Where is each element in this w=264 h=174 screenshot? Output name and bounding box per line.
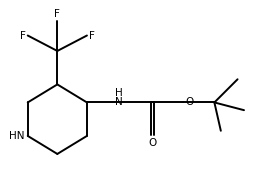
Text: F: F — [20, 30, 26, 41]
Text: F: F — [54, 9, 60, 19]
Text: N: N — [115, 97, 123, 108]
Text: H: H — [115, 88, 123, 98]
Text: O: O — [148, 138, 157, 148]
Text: HN: HN — [9, 131, 25, 141]
Text: O: O — [186, 97, 194, 108]
Text: F: F — [89, 30, 95, 41]
